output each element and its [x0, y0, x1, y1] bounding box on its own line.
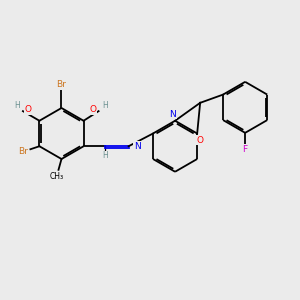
Text: H: H	[102, 152, 108, 160]
Text: O: O	[90, 105, 97, 114]
Text: N: N	[134, 142, 141, 151]
Text: H: H	[15, 101, 20, 110]
Text: O: O	[197, 136, 204, 145]
Text: Br: Br	[57, 80, 66, 89]
Text: Br: Br	[18, 147, 28, 156]
Text: H: H	[102, 101, 108, 110]
Text: CH₃: CH₃	[50, 172, 64, 181]
Text: O: O	[25, 105, 32, 114]
Text: F: F	[243, 145, 248, 154]
Text: N: N	[169, 110, 176, 119]
